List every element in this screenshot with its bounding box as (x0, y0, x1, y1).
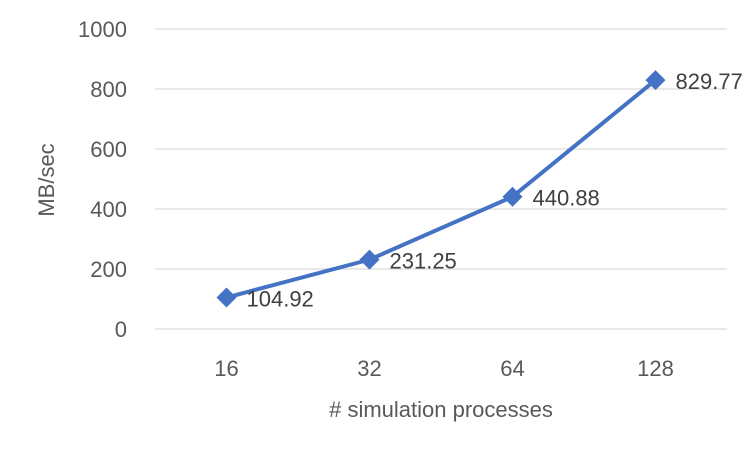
data-label: 829.77 (676, 69, 743, 94)
data-point-marker (502, 186, 523, 207)
series-line (224, 78, 658, 300)
y-tick-label: 600 (90, 137, 127, 162)
x-axis-title: # simulation processes (329, 397, 553, 422)
data-point-marker (359, 249, 380, 270)
y-axis-title: MB/sec (34, 143, 59, 216)
y-axis-tick-labels: 0 200 400 600 800 1000 (78, 17, 127, 342)
series-group (216, 70, 666, 308)
data-point-marker (645, 70, 666, 91)
y-tick-label: 0 (115, 317, 127, 342)
y-tick-label: 200 (90, 257, 127, 282)
x-tick-label: 64 (500, 356, 524, 381)
x-tick-label: 128 (637, 356, 674, 381)
x-tick-label: 32 (357, 356, 381, 381)
data-labels: 104.92 231.25 440.88 829.77 (247, 69, 743, 311)
data-label: 231.25 (390, 249, 457, 274)
y-tick-label: 400 (90, 197, 127, 222)
gridlines (155, 28, 727, 330)
x-axis-tick-labels: 16 32 64 128 (214, 356, 674, 381)
x-tick-label: 16 (214, 356, 238, 381)
data-label: 104.92 (247, 287, 314, 312)
y-tick-label: 800 (90, 77, 127, 102)
data-point-marker (216, 287, 237, 308)
data-label: 440.88 (533, 186, 600, 211)
y-tick-label: 1000 (78, 17, 127, 42)
